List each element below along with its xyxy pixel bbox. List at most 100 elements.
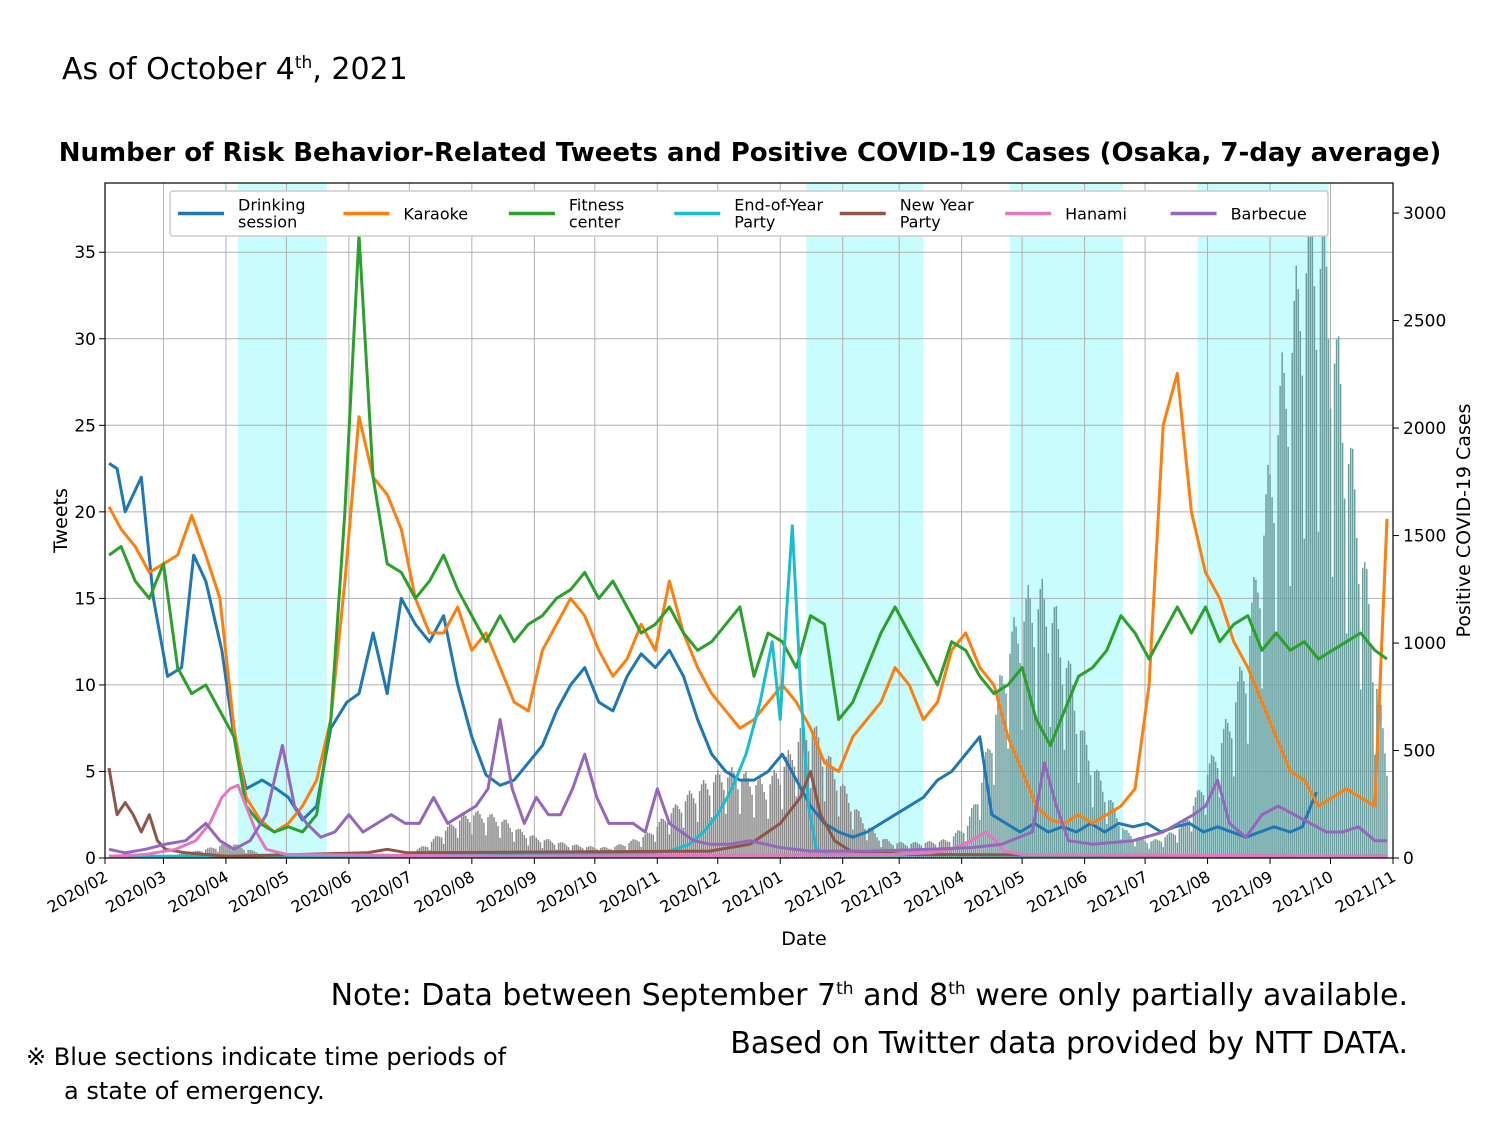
x-tick-label: 2020/11: [596, 867, 663, 917]
case-bar: [686, 794, 689, 858]
case-bar: [1045, 626, 1048, 858]
case-bar: [850, 811, 852, 858]
case-bar: [452, 826, 455, 858]
case-bar: [757, 780, 759, 858]
case-bar: [430, 841, 433, 858]
case-bar: [446, 826, 449, 858]
case-bar: [1059, 657, 1062, 858]
case-bar: [1291, 352, 1293, 858]
case-bar: [1174, 835, 1177, 858]
case-bar: [1073, 710, 1076, 858]
case-bar: [537, 840, 540, 858]
case-bar: [1047, 653, 1050, 858]
case-bar: [1343, 498, 1346, 858]
case-bar: [827, 755, 830, 858]
case-bar: [868, 827, 870, 858]
case-bar: [856, 809, 858, 858]
case-bar: [1301, 375, 1304, 858]
case-bar: [1091, 807, 1094, 858]
case-bar: [223, 843, 225, 858]
case-bar: [759, 778, 761, 858]
case-bar: [1323, 207, 1326, 859]
case-bar: [1140, 836, 1142, 858]
case-bar: [789, 754, 792, 858]
case-bar: [678, 808, 681, 858]
case-bar: [704, 783, 707, 858]
x-tick-label: 2020/08: [411, 867, 478, 917]
case-bar: [979, 819, 981, 858]
case-bar: [767, 818, 769, 858]
case-bar: [872, 829, 874, 858]
y-tick-label: 20: [74, 503, 96, 523]
case-bar: [233, 844, 235, 858]
case-bar: [483, 822, 485, 858]
case-bar: [866, 840, 868, 858]
case-bar: [1176, 842, 1179, 858]
case-bar: [1132, 839, 1134, 858]
x-tick-label: 2021/04: [901, 867, 968, 917]
case-bar: [1384, 753, 1386, 858]
case-bar: [1178, 828, 1181, 858]
case-bar: [237, 844, 239, 858]
series-line-fitness-center: [108, 233, 1388, 834]
y2-tick-label: 1000: [1403, 634, 1446, 654]
case-bar: [503, 819, 505, 858]
case-bar: [1370, 643, 1372, 858]
case-bar: [535, 837, 538, 858]
emergency-note: ※ Blue sections indicate time periods of…: [26, 1040, 506, 1108]
case-bar: [450, 824, 453, 858]
case-bar: [1220, 742, 1223, 858]
case-bar: [1206, 774, 1209, 858]
case-bar: [1364, 561, 1366, 858]
legend-label: Karaoke: [403, 205, 468, 224]
case-bar: [1025, 598, 1027, 858]
emergency-note-line1: ※ Blue sections indicate time periods of: [26, 1043, 507, 1071]
case-bar: [477, 810, 479, 858]
case-bar: [981, 782, 983, 858]
case-bar: [833, 779, 836, 858]
case-bar: [1245, 693, 1247, 858]
case-bar: [513, 841, 515, 858]
case-bar: [1142, 838, 1144, 858]
case-bar: [1337, 336, 1340, 858]
case-bar: [680, 812, 683, 858]
case-bar: [821, 766, 824, 858]
case-bar: [241, 848, 243, 858]
case-bar: [799, 727, 802, 858]
legend-box: [169, 190, 1329, 237]
case-bar: [1116, 818, 1118, 858]
case-bar: [440, 837, 443, 858]
case-bar: [747, 778, 749, 858]
y2-tick-label: 2000: [1403, 419, 1446, 439]
case-bar: [1313, 286, 1316, 859]
case-bar: [235, 844, 237, 858]
case-bar: [1067, 660, 1070, 858]
case-bar: [642, 836, 644, 858]
case-bar: [444, 830, 447, 858]
case-bar: [1224, 718, 1227, 858]
case-bar: [731, 767, 733, 858]
case-bar: [517, 828, 519, 858]
case-bar: [1037, 609, 1040, 858]
case-bar: [215, 848, 217, 858]
case-bar: [690, 793, 693, 858]
y2-tick-label: 500: [1403, 742, 1435, 762]
case-bar: [1007, 748, 1009, 858]
case-bar: [1035, 721, 1037, 858]
case-bar: [1063, 749, 1066, 858]
case-bar: [454, 828, 457, 858]
series-line-new-year-party: [107, 767, 1388, 858]
case-bar: [698, 791, 701, 858]
x-tick-label: 2021/07: [1084, 867, 1151, 917]
emergency-period-1: [238, 183, 327, 858]
case-bar: [1124, 830, 1126, 858]
case-bar: [1017, 643, 1019, 858]
case-bar: [886, 839, 888, 858]
case-bar: [864, 828, 866, 858]
case-bar: [1368, 604, 1370, 858]
case-bar: [811, 734, 814, 858]
case-bar: [1182, 821, 1185, 858]
case-bar: [1349, 447, 1352, 858]
legend-label: session: [238, 213, 297, 232]
case-bar: [1335, 339, 1338, 858]
